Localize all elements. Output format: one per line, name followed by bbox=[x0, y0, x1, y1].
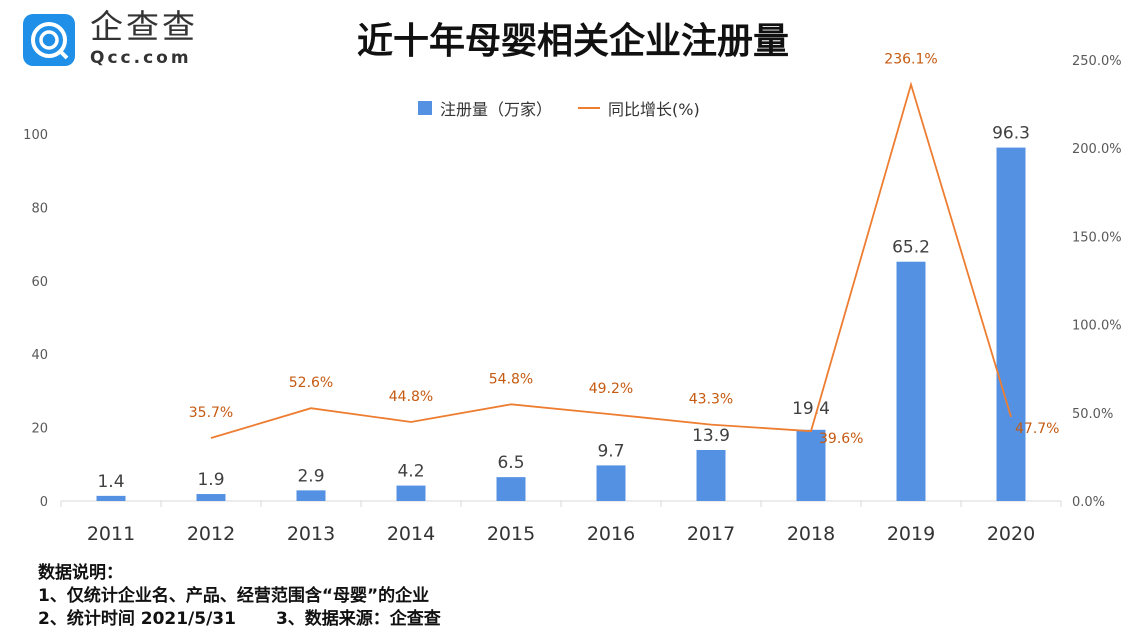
line-data-label: 35.7% bbox=[189, 405, 233, 421]
notes-date: 2、统计时间 2021/5/31 bbox=[38, 609, 236, 629]
right-axis-tick-label: 50.0% bbox=[1072, 407, 1113, 422]
bar bbox=[596, 465, 626, 501]
bar-data-label: 6.5 bbox=[497, 453, 524, 473]
x-axis-tick-label: 2015 bbox=[487, 523, 535, 545]
bar-data-label: 1.4 bbox=[97, 472, 124, 492]
bar bbox=[196, 494, 226, 501]
bar bbox=[696, 449, 726, 501]
legend-swatch-line bbox=[578, 107, 601, 109]
bar bbox=[796, 429, 826, 501]
notes-source: 3、数据来源：企查查 bbox=[275, 609, 441, 629]
left-axis-tick-label: 80 bbox=[31, 201, 48, 216]
left-axis-tick-label: 20 bbox=[31, 422, 48, 437]
notes-line-1: 1、仅统计企业名、产品、经营范围含“母婴”的企业 bbox=[38, 586, 430, 606]
right-axis-tick-label: 100.0% bbox=[1072, 319, 1122, 334]
chart-area: 0 20 40 60 80 100 0.0% 50.0% 100.0% 150.0% 200.0% 2… bbox=[23, 52, 1122, 545]
left-axis-tick-label: 100 bbox=[23, 128, 48, 143]
right-axis-tick-label: 0.0% bbox=[1072, 495, 1105, 510]
legend-label-line: 同比增长(%) bbox=[608, 100, 700, 119]
x-axis-tick-label: 2018 bbox=[787, 523, 835, 545]
x-axis-tick-label: 2012 bbox=[187, 523, 235, 545]
legend-label-bar: 注册量（万家） bbox=[440, 100, 553, 119]
x-axis-tick-label: 2017 bbox=[687, 523, 735, 545]
x-axis-tick-label: 2011 bbox=[87, 523, 135, 545]
bar-data-label: 96.3 bbox=[992, 124, 1030, 144]
left-axis-tick-label: 40 bbox=[31, 348, 48, 363]
line-data-label: 236.1% bbox=[884, 52, 937, 68]
left-axis-tick-label: 60 bbox=[31, 275, 48, 290]
line-data-label: 47.7% bbox=[1015, 421, 1059, 437]
brand-domain: Qcc.com bbox=[90, 48, 192, 68]
chart-title: 近十年母婴相关企业注册量 bbox=[356, 21, 789, 62]
bar bbox=[396, 485, 426, 501]
left-axis-tick-label: 0 bbox=[40, 495, 48, 510]
bar bbox=[496, 477, 526, 501]
line-data-label: 39.6% bbox=[819, 431, 863, 447]
bar-data-label: 1.9 bbox=[197, 470, 224, 490]
x-axis-tick-label: 2019 bbox=[887, 523, 935, 545]
notes-heading: 数据说明： bbox=[38, 563, 123, 583]
bar-data-label: 13.9 bbox=[692, 426, 730, 446]
notes-line-2: 2、统计时间 2021/5/31 3、数据来源：企查查 bbox=[38, 608, 441, 631]
notes: 数据说明： 1、仅统计企业名、产品、经营范围含“母婴”的企业 2、统计时间 20… bbox=[38, 562, 441, 631]
right-axis-tick-label: 250.0% bbox=[1072, 54, 1122, 69]
x-axis-tick-label: 2013 bbox=[287, 523, 335, 545]
bar-data-label: 4.2 bbox=[397, 462, 424, 482]
brand-name: 企查查 bbox=[90, 7, 198, 46]
legend: 注册量（万家） 同比增长(%) bbox=[418, 96, 700, 120]
bar-data-label: 9.7 bbox=[597, 441, 624, 461]
growth-line bbox=[210, 81, 1012, 439]
bar-data-label: 2.9 bbox=[297, 466, 324, 486]
line-data-label: 44.8% bbox=[389, 389, 433, 405]
x-axis-tick-label: 2016 bbox=[587, 523, 635, 545]
x-axis-tick-label: 2014 bbox=[387, 523, 435, 545]
bar-data-label: 19.4 bbox=[792, 399, 830, 419]
legend-swatch-bar bbox=[418, 101, 432, 115]
bar bbox=[996, 147, 1026, 502]
x-axis-tick-label: 2020 bbox=[987, 523, 1035, 545]
line-data-label: 54.8% bbox=[489, 371, 533, 387]
right-axis-tick-label: 200.0% bbox=[1072, 142, 1122, 157]
qcc-logo-icon bbox=[23, 14, 75, 66]
bar bbox=[896, 261, 926, 501]
line-data-label: 49.2% bbox=[589, 381, 633, 397]
bar-data-label: 65.2 bbox=[892, 238, 930, 258]
right-axis-tick-label: 150.0% bbox=[1072, 230, 1122, 245]
bar bbox=[296, 490, 326, 501]
bar bbox=[96, 495, 126, 501]
line-data-label: 43.3% bbox=[689, 392, 733, 408]
line-data-label: 52.6% bbox=[289, 375, 333, 391]
